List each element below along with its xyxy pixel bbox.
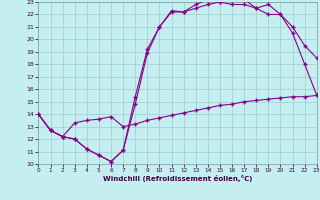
X-axis label: Windchill (Refroidissement éolien,°C): Windchill (Refroidissement éolien,°C)	[103, 175, 252, 182]
